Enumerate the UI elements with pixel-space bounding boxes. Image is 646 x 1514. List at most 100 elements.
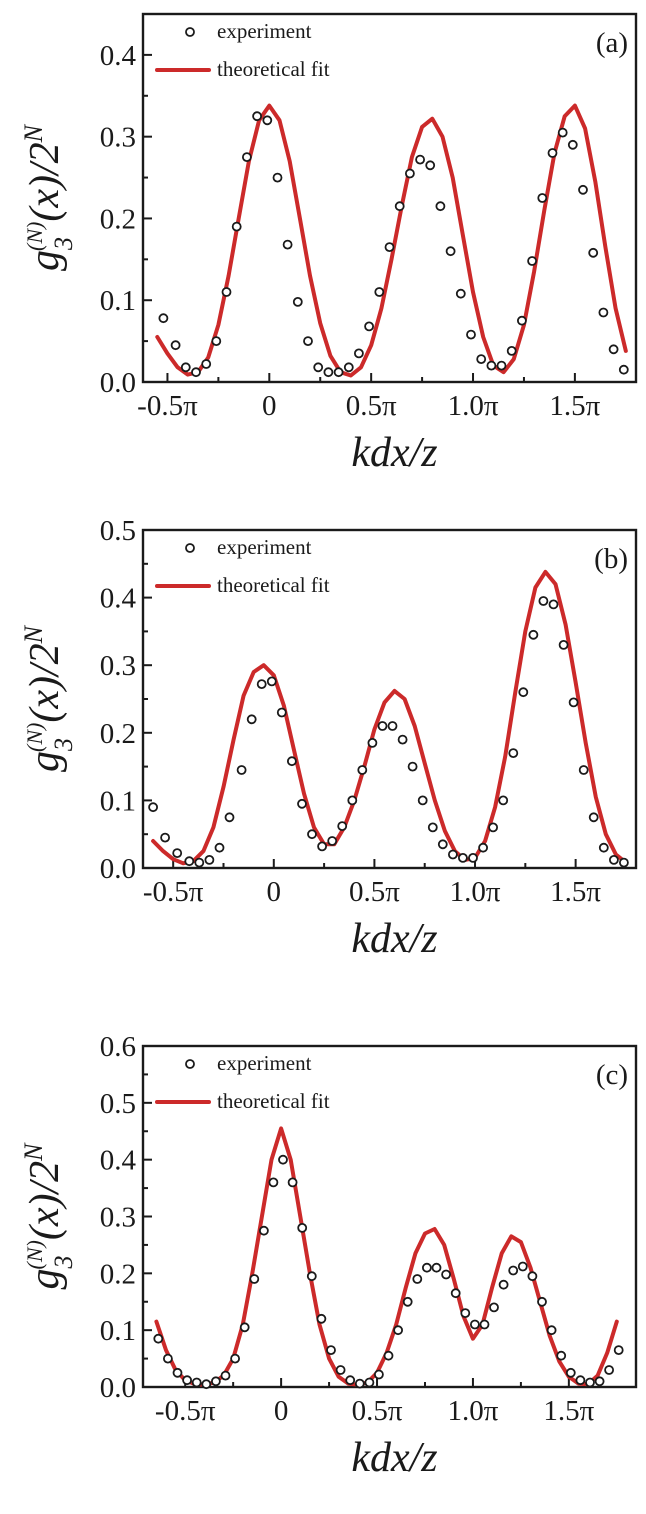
data-point-experiment (585, 1377, 595, 1388)
data-point-experiment (306, 1271, 317, 1282)
data-point-experiment (468, 853, 478, 863)
series-line-theoretical-fit (151, 569, 628, 866)
data-point-experiment (211, 336, 222, 347)
data-point-experiment (476, 354, 487, 365)
x-tick-label: 0.5π (352, 1395, 403, 1427)
data-point-experiment (374, 287, 385, 297)
y-tick-label: 0.1 (100, 785, 136, 817)
data-point-experiment (364, 321, 375, 332)
data-point-experiment (619, 857, 629, 868)
data-point-experiment (393, 1325, 404, 1336)
x-tick-label: 1.0π (448, 390, 499, 422)
data-point-experiment (252, 111, 263, 122)
data-point-experiment (445, 246, 456, 257)
data-point-experiment (496, 360, 507, 371)
legend-marker-experiment (185, 27, 195, 37)
data-point-experiment (402, 1296, 413, 1307)
y-tick-label: 0.4 (100, 1145, 137, 1177)
panel-label: (c) (596, 1059, 628, 1091)
data-point-experiment (224, 812, 235, 823)
data-point-experiment (249, 1274, 260, 1284)
y-tick-label: 0.3 (100, 650, 136, 682)
data-point-experiment (327, 836, 338, 846)
chart-panel-c: 0.0 0.1 0.2 0.3 0.4 0.5 0.6 -0.5π 0 0.5π 1.0π 1.5π k… (19, 1031, 638, 1481)
y-axis-title: g3(N)(x)/2N (19, 123, 78, 271)
data-point-experiment (383, 1350, 394, 1361)
data-point-experiment (613, 1345, 624, 1355)
y-tick-label: 0.2 (100, 1258, 136, 1290)
data-point-experiment (404, 168, 415, 179)
y-tick-label: 0.4 (100, 583, 137, 615)
data-point-experiment (201, 359, 212, 369)
legend-label-experiment: experiment (217, 19, 312, 43)
x-tick-label: 1.5π (543, 1395, 594, 1427)
data-point-experiment (594, 1376, 605, 1387)
data-point-experiment (547, 148, 558, 158)
y-tick-label: 0.0 (100, 1372, 136, 1404)
data-point-experiment (191, 1377, 202, 1388)
data-point-experiment (241, 152, 252, 163)
legend-label-experiment: experiment (217, 1051, 312, 1075)
data-point-experiment (230, 1353, 241, 1364)
data-point-experiment (180, 362, 191, 373)
data-point-experiment (384, 242, 395, 253)
data-point-experiment (345, 1375, 356, 1386)
chart-panel-a: 0.0 0.1 0.2 0.3 0.4 -0.5π 0 0.5π 1.0π 1.5π kdx/z g3… (19, 12, 638, 476)
data-point-experiment (326, 1345, 336, 1355)
data-point-experiment (347, 795, 358, 806)
data-point-experiment (450, 1288, 461, 1299)
data-point-experiment (148, 802, 159, 813)
data-point-experiment (498, 1279, 509, 1290)
data-point-experiment (210, 1376, 221, 1387)
legend-label-theoretical-fit: theoretical fit (217, 1089, 330, 1113)
data-point-experiment (357, 765, 368, 775)
data-point-experiment (608, 344, 619, 355)
data-point-experiment (575, 1375, 586, 1386)
data-point-experiment (455, 288, 466, 299)
data-point-experiment (194, 857, 205, 868)
data-point-experiment (486, 360, 497, 371)
x-tick-label: 0 (274, 1395, 289, 1427)
chart-panel-b: 0.0 0.1 0.2 0.3 0.4 0.5 -0.5π 0 0.5π 1.0π 1.5π kdx/… (19, 515, 638, 962)
data-point-experiment (425, 160, 436, 171)
data-point-experiment (556, 1350, 567, 1361)
x-tick-label: -0.5π (155, 1395, 216, 1427)
data-point-experiment (567, 139, 578, 150)
y-tick-label: 0.4 (100, 40, 137, 72)
data-point-experiment (517, 1261, 528, 1272)
data-point-experiment (417, 795, 428, 806)
data-point-experiment (427, 822, 438, 833)
data-point-experiment (538, 596, 549, 606)
data-point-experiment (558, 640, 569, 650)
data-point-experiment (282, 239, 293, 250)
data-point-experiment (598, 307, 609, 318)
data-point-experiment (316, 1313, 327, 1324)
data-point-experiment (335, 1365, 346, 1375)
data-point-experiment (498, 795, 509, 806)
data-point-experiment (394, 201, 405, 212)
data-point-experiment (488, 822, 499, 833)
data-point-experiment (618, 364, 629, 375)
data-point-experiment (158, 313, 169, 324)
data-point-experiment (565, 1367, 576, 1378)
y-axis-title: g3(N)(x)/2N (19, 624, 78, 772)
data-point-experiment (412, 1274, 423, 1284)
data-point-experiment (262, 115, 273, 126)
data-point-experiment (609, 855, 619, 865)
data-point-experiment (364, 1377, 375, 1388)
data-point-experiment (377, 721, 388, 731)
data-point-experiment (313, 362, 324, 373)
data-point-experiment (437, 839, 448, 850)
data-point-experiment (387, 721, 398, 731)
data-point-experiment (479, 1319, 490, 1330)
data-point-experiment (598, 842, 609, 853)
data-point-experiment (604, 1365, 614, 1375)
data-point-experiment (506, 345, 517, 356)
data-point-experiment (292, 296, 303, 307)
data-point-experiment (256, 679, 267, 689)
x-tick-label: 0 (262, 390, 277, 422)
x-axis-title: kdx/z (351, 916, 437, 962)
data-point-experiment (236, 765, 247, 775)
data-point-experiment (489, 1302, 499, 1313)
x-tick-label: 1.0π (450, 876, 501, 908)
